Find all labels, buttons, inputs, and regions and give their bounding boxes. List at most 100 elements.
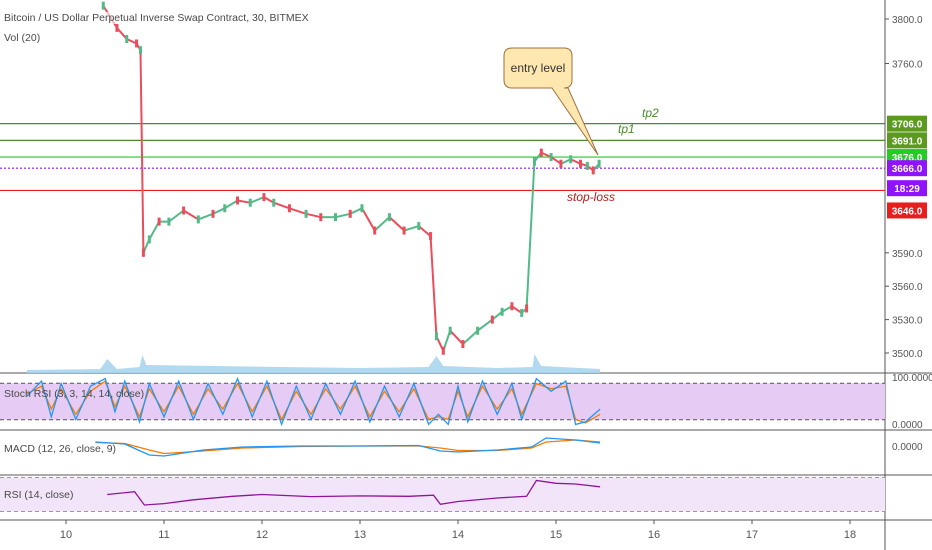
price-segment [476,318,493,332]
price-candle [559,159,563,168]
macd-tick-0: 0.0000 [892,442,923,453]
price-segment [148,221,160,240]
price-candle [448,326,452,335]
price-segment [335,212,351,219]
price-tag-countdown [887,180,927,197]
price-tag-price [887,160,927,177]
price-tag-text-countdown: 18:29 [894,184,920,195]
entry-callout-text: entry level [511,61,566,75]
price-segment [418,225,432,237]
time-tick-label: 16 [648,529,660,541]
price-candle [585,161,589,170]
price-tick-label: 3530.0 [892,316,923,327]
price-segment [570,158,581,165]
price-candle [147,235,151,244]
time-tick-label: 11 [158,529,169,541]
price-candle [223,204,227,213]
macd-line [95,437,601,457]
price-candle [248,198,252,207]
price-candle [579,159,582,168]
price-candle [373,226,377,235]
rsi-line [107,479,601,506]
entry-callout [503,47,599,156]
price-tag-text-stop: 3646.0 [892,206,923,217]
price-candle [319,213,323,222]
price-candle [525,304,529,313]
price-tag-text-tp1: 3691.0 [892,136,923,147]
stoch-k-line [26,376,601,427]
price-tick-label: 3760.0 [892,60,923,71]
time-tick-label: 14 [452,529,464,541]
price-candle [490,315,494,324]
price-segment [403,225,420,232]
price-segment [491,311,503,321]
price-segment [349,207,363,215]
price-candle [360,204,364,213]
price-candle [461,340,465,349]
price-tick-label: 3560.0 [892,282,923,293]
price-candle [135,39,139,48]
price-segment [116,27,128,40]
time-tick-label: 10 [60,529,72,541]
price-candle [211,209,215,218]
price-candle [334,213,337,222]
price-candle [597,159,601,168]
macd-label: MACD (12, 26, close, 9) [4,443,117,455]
volume-bars [26,354,601,373]
price-candle [262,193,266,202]
price-candle [549,153,553,162]
tp1-label: tp1 [618,122,635,136]
price-segment [183,209,199,221]
price-segment [249,196,265,204]
price-segment [139,50,145,253]
rsi-label: RSI (14, close) [4,489,74,501]
price-tick-label: 3590.0 [892,249,923,260]
price-candle [157,217,161,226]
price-candle [236,196,239,205]
price-segment [525,161,536,309]
stoch-tick-100: 100.0000 [892,373,932,384]
price-candle [141,248,145,257]
price-segment [168,209,185,223]
price-tick-label: 3500.0 [892,349,923,360]
stoch-rsi-label: Stoch RSI (3, 3, 14, 14, close) [4,388,145,400]
price-segment [212,207,226,215]
price-segment [289,207,307,215]
tp2-label: tp2 [642,106,659,120]
price-segment [237,199,251,204]
time-tick-label: 13 [354,529,366,541]
price-candle [348,209,352,218]
price-segment [540,151,552,158]
price-segment [305,212,322,219]
volume-label: Vol (20) [4,32,41,44]
price-candle [510,302,514,311]
price-candle [182,206,186,215]
price-candle [304,209,308,218]
price-candle [287,204,291,213]
price-candle [434,332,438,341]
time-tick-label: 18 [844,529,856,541]
price-segment [197,212,214,221]
price-candle [569,155,573,164]
price-candle [125,35,129,44]
price-candle [272,198,276,207]
price-candle [500,307,504,316]
price-candle [101,1,105,10]
price-candle [196,215,200,224]
price-segment [263,196,275,204]
time-tick-label: 12 [256,529,268,541]
price-candle [539,148,543,157]
price-candle [115,23,119,32]
price-segment [126,38,137,45]
price-segment [273,201,290,210]
price-segment [388,216,405,232]
price-candle [532,157,536,166]
price-candle [591,166,595,175]
price-tag-text-price: 3666.0 [892,164,923,175]
price-tag-text-current: 3676.0 [892,153,923,164]
price-segment [511,305,523,314]
price-candle [476,326,480,335]
price-segment [501,305,513,313]
price-segment [224,199,239,210]
